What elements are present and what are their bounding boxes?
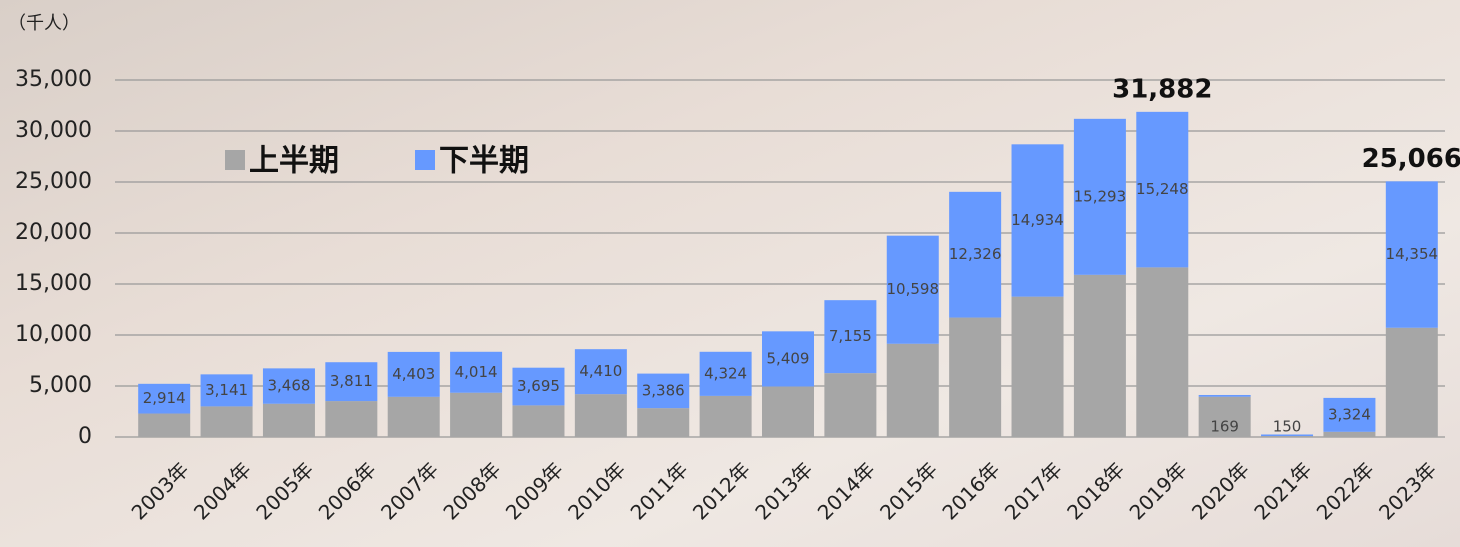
bar-segment	[1261, 436, 1314, 437]
bar-segment	[387, 351, 440, 397]
bar-segment	[387, 396, 440, 437]
bar-segment	[886, 235, 939, 344]
y-tick-label: 5,000	[29, 373, 92, 398]
legend-label: 下半期	[439, 144, 529, 179]
data-label: 3,324	[1328, 405, 1371, 423]
bar-segment	[1136, 111, 1189, 268]
bar-segment	[200, 374, 253, 407]
bar-segment	[886, 343, 939, 437]
bar-segment	[325, 401, 378, 437]
bar-segment	[637, 373, 690, 409]
bar-segment	[1011, 296, 1064, 437]
bar-segment	[1011, 144, 1064, 297]
unit-label: （千人）	[8, 13, 80, 34]
total-label: 25,066	[1362, 144, 1460, 174]
bar-segment	[450, 351, 503, 393]
y-tick-label: 15,000	[15, 271, 92, 296]
bar-segment	[1261, 434, 1314, 437]
bar-segment	[1323, 431, 1376, 437]
data-label: 14,934	[1011, 211, 1064, 229]
data-label: 150	[1273, 418, 1302, 436]
data-label: 169	[1210, 418, 1239, 436]
y-tick-label: 10,000	[15, 322, 92, 347]
bar-segment	[512, 405, 565, 437]
bar-segment	[450, 392, 503, 437]
bar-segment	[138, 383, 191, 414]
bar-segment	[1385, 327, 1438, 437]
bar-segment	[325, 362, 378, 402]
bar-segment	[574, 394, 627, 437]
data-label: 15,293	[1074, 187, 1127, 205]
data-label: 3,811	[330, 372, 373, 390]
data-label: 2,914	[143, 389, 186, 407]
data-label: 15,248	[1136, 180, 1189, 198]
data-label: 14,354	[1386, 245, 1439, 263]
legend-swatch	[415, 150, 435, 170]
data-label: 3,141	[205, 381, 248, 399]
data-label: 3,695	[517, 377, 560, 395]
y-tick-label: 30,000	[15, 118, 92, 143]
bar-segment	[762, 386, 814, 437]
bar-segment	[1385, 181, 1438, 328]
bar-segment	[949, 317, 1002, 437]
bar-segment	[138, 413, 191, 437]
bar-segment	[1073, 274, 1126, 437]
bar-segment	[1198, 394, 1251, 397]
bar-segment	[200, 406, 253, 437]
bar-segment	[637, 408, 690, 437]
data-label: 4,403	[392, 365, 435, 383]
bar-segment	[1198, 396, 1251, 437]
total-label: 31,882	[1112, 74, 1212, 104]
bar-segment	[699, 351, 752, 396]
y-tick-label: 0	[78, 424, 92, 449]
legend-label: 上半期	[249, 144, 339, 179]
data-label: 12,326	[949, 245, 1002, 263]
bar-segment	[949, 191, 1002, 318]
data-label: 5,409	[767, 349, 810, 367]
data-label: 3,468	[267, 377, 310, 395]
data-label: 4,014	[455, 363, 498, 381]
data-label: 10,598	[887, 280, 940, 298]
bar-segment	[262, 403, 315, 437]
bar-segment	[1073, 118, 1126, 275]
bar-segment	[512, 367, 565, 406]
y-tick-label: 25,000	[15, 169, 92, 194]
data-label: 4,324	[704, 364, 747, 382]
bar-segment	[1323, 397, 1376, 432]
bar-segment	[699, 395, 752, 437]
y-tick-label: 20,000	[15, 220, 92, 245]
bar-segment	[574, 349, 627, 395]
bar-segment	[262, 368, 315, 404]
data-label: 7,155	[829, 327, 872, 345]
data-label: 3,386	[642, 381, 685, 399]
y-tick-label: 35,000	[15, 67, 92, 92]
bar-segment	[824, 373, 877, 437]
bar-segment	[762, 331, 814, 387]
legend-swatch	[225, 150, 245, 170]
bar-segment	[1136, 267, 1189, 437]
bar-segment	[824, 300, 877, 374]
data-label: 4,410	[579, 362, 622, 380]
